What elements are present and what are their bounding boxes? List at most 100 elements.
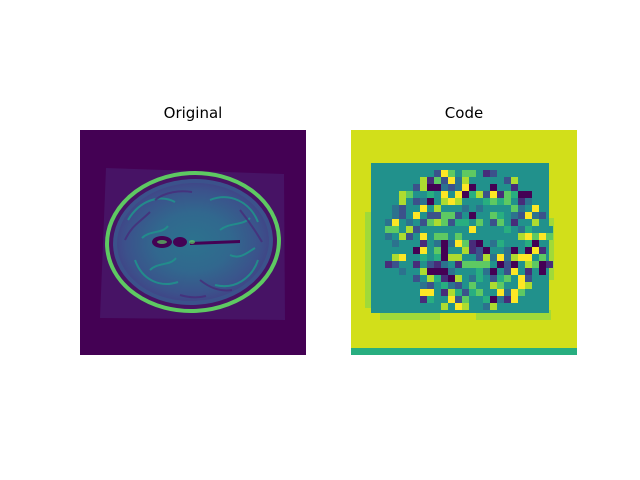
code-cell bbox=[518, 226, 525, 233]
code-cell bbox=[497, 296, 504, 303]
code-cell bbox=[518, 254, 525, 261]
code-cell bbox=[504, 296, 511, 303]
code-cell bbox=[511, 268, 518, 275]
code-cell bbox=[427, 198, 434, 205]
code-cell bbox=[476, 268, 483, 275]
code-cell bbox=[434, 233, 441, 240]
code-cell bbox=[441, 261, 448, 268]
code-cell bbox=[441, 184, 448, 191]
code-cell bbox=[483, 303, 490, 310]
original-image bbox=[80, 130, 306, 355]
code-cell bbox=[504, 177, 511, 184]
code-cell bbox=[518, 212, 525, 219]
code-cell bbox=[490, 184, 497, 191]
code-cell bbox=[427, 191, 434, 198]
code-cell bbox=[490, 233, 497, 240]
code-cell bbox=[469, 170, 476, 177]
original-panel-title: Original bbox=[163, 104, 223, 122]
code-cell bbox=[441, 177, 448, 184]
code-cell bbox=[490, 240, 497, 247]
code-cell bbox=[420, 296, 427, 303]
code-cell bbox=[546, 233, 553, 240]
code-cell bbox=[497, 226, 504, 233]
code-cell bbox=[497, 198, 504, 205]
code-cell bbox=[427, 219, 434, 226]
code-cell bbox=[462, 303, 469, 310]
code-cell bbox=[392, 226, 399, 233]
code-cell bbox=[434, 240, 441, 247]
code-cell bbox=[413, 247, 420, 254]
code-cell bbox=[420, 191, 427, 198]
code-cell bbox=[518, 275, 525, 282]
code-cell bbox=[420, 268, 427, 275]
code-cell bbox=[539, 247, 546, 254]
code-cell bbox=[448, 177, 455, 184]
code-cell bbox=[455, 233, 462, 240]
code-cell bbox=[455, 303, 462, 310]
code-cell bbox=[455, 198, 462, 205]
code-cell bbox=[532, 219, 539, 226]
code-cell bbox=[476, 289, 483, 296]
code-cell bbox=[525, 198, 532, 205]
code-cell bbox=[413, 198, 420, 205]
code-cell bbox=[504, 254, 511, 261]
code-cell bbox=[399, 268, 406, 275]
code-cell bbox=[399, 198, 406, 205]
code-cell bbox=[434, 219, 441, 226]
code-cell bbox=[490, 219, 497, 226]
code-cell bbox=[518, 233, 525, 240]
code-cell bbox=[497, 261, 504, 268]
code-bottom-band bbox=[351, 348, 577, 355]
code-cell bbox=[448, 240, 455, 247]
code-cell bbox=[504, 268, 511, 275]
code-cell bbox=[427, 296, 434, 303]
code-cell bbox=[406, 219, 413, 226]
code-cell bbox=[455, 275, 462, 282]
code-cell bbox=[392, 219, 399, 226]
code-cell bbox=[462, 261, 469, 268]
code-cell bbox=[448, 205, 455, 212]
code-cell bbox=[483, 212, 490, 219]
code-cell bbox=[476, 219, 483, 226]
code-cell bbox=[385, 226, 392, 233]
code-cell bbox=[441, 282, 448, 289]
code-cell bbox=[420, 219, 427, 226]
code-cell bbox=[511, 247, 518, 254]
code-cell bbox=[441, 289, 448, 296]
code-cell bbox=[420, 254, 427, 261]
code-cell bbox=[476, 240, 483, 247]
code-cell bbox=[441, 247, 448, 254]
code-cell bbox=[434, 261, 441, 268]
code-cell bbox=[441, 170, 448, 177]
code-cell bbox=[525, 282, 532, 289]
code-cell bbox=[497, 219, 504, 226]
code-cell bbox=[420, 233, 427, 240]
code-cell bbox=[469, 184, 476, 191]
code-cell bbox=[504, 275, 511, 282]
code-cell bbox=[434, 275, 441, 282]
code-cell bbox=[462, 219, 469, 226]
code-cell bbox=[525, 254, 532, 261]
code-cell bbox=[455, 240, 462, 247]
code-cell bbox=[413, 268, 420, 275]
code-cell bbox=[490, 170, 497, 177]
code-cell bbox=[448, 219, 455, 226]
code-cell bbox=[525, 240, 532, 247]
code-cell bbox=[539, 261, 546, 268]
code-cell bbox=[434, 268, 441, 275]
code-cell bbox=[420, 240, 427, 247]
code-cell bbox=[462, 205, 469, 212]
code-cell bbox=[462, 247, 469, 254]
code-cell bbox=[504, 261, 511, 268]
code-cell bbox=[511, 177, 518, 184]
code-cell bbox=[434, 247, 441, 254]
code-cell bbox=[546, 261, 553, 268]
code-cell bbox=[448, 233, 455, 240]
code-cell bbox=[441, 268, 448, 275]
original-image-svg bbox=[80, 130, 306, 355]
code-cell bbox=[532, 233, 539, 240]
code-cell bbox=[406, 226, 413, 233]
code-cell bbox=[532, 247, 539, 254]
code-cell bbox=[434, 170, 441, 177]
code-cell bbox=[427, 177, 434, 184]
